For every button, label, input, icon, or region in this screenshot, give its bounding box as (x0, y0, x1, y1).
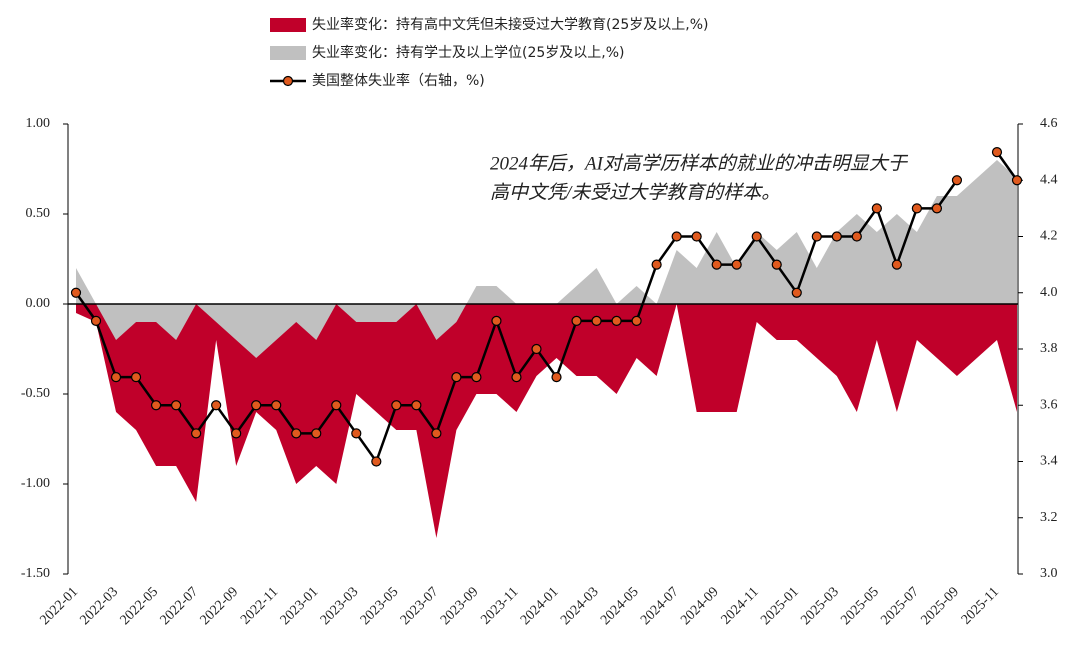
marker (411, 400, 422, 411)
x-tick-label: 2022-07 (158, 584, 202, 628)
y2-tick-label: 3.0 (1040, 566, 1058, 581)
legend-label: 失业率变化：持有学士及以上学位(25岁及以上,%) (312, 44, 625, 61)
x-tick-label: 2022-09 (198, 584, 242, 628)
marker (90, 315, 102, 326)
marker (110, 372, 122, 383)
marker (271, 400, 282, 411)
marker (791, 287, 802, 298)
x-tick-label: 2024-11 (719, 584, 762, 627)
x-tick-label: 2025-09 (918, 584, 962, 628)
marker (291, 428, 302, 439)
x-tick-label: 2023-11 (478, 584, 521, 627)
marker (891, 259, 902, 270)
y-tick-label: -1.00 (21, 476, 50, 491)
legend-swatch (282, 75, 294, 87)
marker (231, 428, 242, 439)
marker (431, 428, 442, 439)
marker (631, 315, 642, 326)
y2-tick-label: 3.2 (1040, 510, 1058, 525)
annotation: 2024年后，AI对高学历样本的就业的冲击明显大于 (490, 152, 909, 174)
marker (771, 259, 782, 270)
y2-tick-label: 4.6 (1040, 116, 1058, 131)
x-tick-label: 2022-01 (37, 584, 81, 628)
x-tick-label: 2023-01 (278, 584, 322, 628)
y-tick-label: 1.00 (26, 116, 51, 131)
x-tick-label: 2023-09 (438, 584, 482, 628)
x-tick-label: 2025-05 (838, 584, 882, 628)
marker (911, 203, 922, 214)
marker (731, 259, 742, 270)
marker (991, 147, 1003, 158)
x-tick-label: 2025-11 (959, 584, 1002, 627)
marker (191, 428, 202, 439)
x-tick-label: 2023-05 (358, 584, 402, 628)
x-tick-label: 2025-07 (878, 584, 922, 628)
legend-swatch (270, 18, 306, 32)
y2-tick-label: 3.4 (1040, 454, 1058, 469)
x-tick-label: 2024-05 (598, 584, 642, 628)
x-tick-label: 2022-05 (118, 584, 162, 628)
y2-tick-label: 4.2 (1040, 229, 1058, 244)
area (76, 160, 1017, 358)
marker (251, 400, 262, 411)
marker (351, 428, 362, 439)
marker (511, 372, 522, 383)
marker (931, 203, 943, 214)
marker (171, 400, 182, 411)
x-tick-label: 2024-03 (558, 584, 602, 628)
marker (471, 372, 482, 383)
x-tick-label: 2023-03 (318, 584, 362, 628)
marker (150, 400, 162, 411)
annotation: 高中文凭/未受过大学教育的样本。 (490, 181, 780, 203)
x-tick-label: 2022-03 (78, 584, 122, 628)
x-tick-label: 2022-11 (238, 584, 281, 627)
marker (691, 231, 702, 242)
marker (331, 400, 342, 411)
marker (551, 372, 562, 383)
y-tick-label: -0.50 (21, 386, 50, 401)
marker (951, 175, 963, 186)
marker (1011, 175, 1023, 186)
x-tick-label: 2024-09 (678, 584, 722, 628)
y2-tick-label: 3.8 (1040, 341, 1058, 356)
marker (871, 203, 882, 214)
marker (311, 428, 322, 439)
marker (70, 287, 82, 298)
marker (371, 456, 382, 467)
y-tick-label: -1.50 (21, 566, 50, 581)
legend-swatch (270, 46, 306, 60)
marker (130, 372, 142, 383)
marker (531, 343, 542, 355)
marker (611, 315, 622, 326)
y2-tick-label: 3.6 (1040, 397, 1058, 412)
marker (811, 231, 822, 242)
area (76, 304, 1017, 538)
x-tick-label: 2024-01 (518, 584, 562, 628)
y-tick-label: 0.00 (26, 296, 51, 311)
x-tick-label: 2024-07 (638, 584, 682, 628)
x-tick-label: 2023-07 (398, 584, 442, 628)
marker (751, 231, 762, 242)
marker (491, 315, 502, 326)
legend-label: 失业率变化：持有高中文凭但未接受过大学教育(25岁及以上,%) (312, 16, 709, 33)
marker (711, 259, 722, 270)
y2-tick-label: 4.0 (1040, 285, 1058, 300)
marker (851, 231, 862, 242)
marker (671, 231, 682, 242)
x-tick-label: 2025-01 (758, 584, 802, 628)
marker (831, 231, 842, 242)
x-tick-label: 2025-03 (798, 584, 842, 628)
y2-tick-label: 4.4 (1040, 172, 1058, 187)
legend-label: 美国整体失业率（右轴，%) (312, 72, 485, 89)
marker (651, 259, 662, 270)
marker (571, 315, 582, 326)
marker (391, 400, 402, 411)
marker (451, 372, 462, 383)
marker (591, 315, 602, 326)
y-tick-label: 0.50 (26, 206, 51, 221)
marker (211, 400, 222, 411)
